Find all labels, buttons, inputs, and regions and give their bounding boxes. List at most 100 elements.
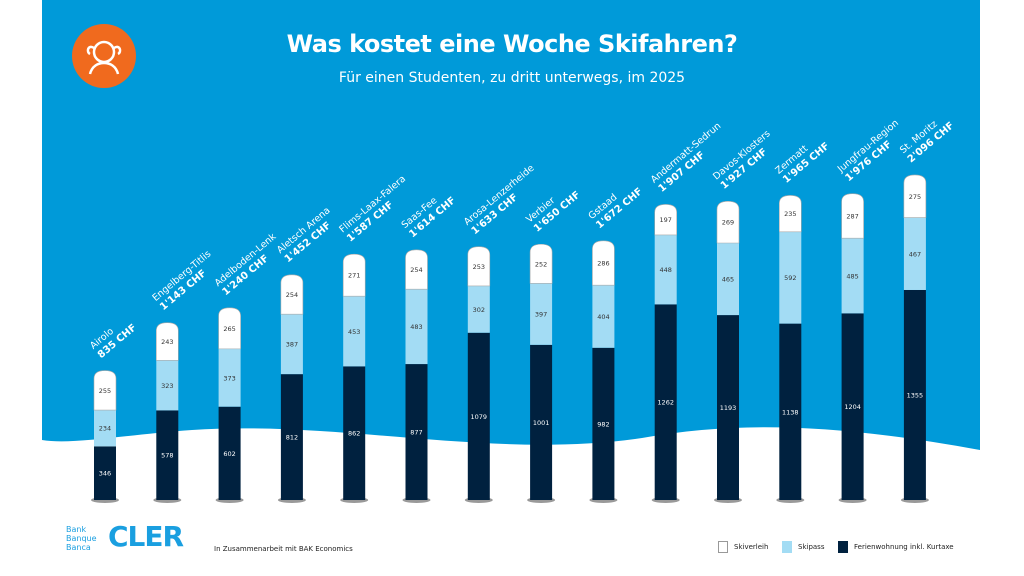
data-label: 235 bbox=[784, 210, 796, 218]
data-label: 982 bbox=[597, 420, 609, 428]
data-label: 448 bbox=[659, 266, 671, 274]
data-label: 252 bbox=[535, 260, 547, 268]
data-label: 323 bbox=[161, 382, 173, 390]
data-label: 287 bbox=[846, 212, 858, 220]
bar-segment-skiverleih bbox=[779, 195, 802, 233]
data-label: 862 bbox=[348, 430, 360, 438]
data-label: 275 bbox=[909, 193, 921, 201]
bar-segment-ferienwohnung bbox=[654, 304, 677, 500]
data-label: 253 bbox=[473, 263, 485, 271]
student-avatar-icon bbox=[72, 24, 136, 88]
data-label: 254 bbox=[410, 266, 422, 274]
data-label: 465 bbox=[722, 276, 734, 284]
data-label: 346 bbox=[99, 470, 111, 478]
bar-segment-ferienwohnung bbox=[592, 347, 615, 500]
data-label: 602 bbox=[223, 450, 235, 458]
brand-logo: CLER bbox=[108, 520, 184, 553]
data-label: 269 bbox=[722, 219, 734, 227]
bar-segment-skipass bbox=[530, 283, 553, 345]
data-label: 592 bbox=[784, 274, 796, 282]
data-label: 286 bbox=[597, 260, 609, 268]
bar-segment-ferienwohnung bbox=[280, 374, 303, 500]
background bbox=[42, 0, 980, 450]
bar-segment-skipass bbox=[280, 314, 303, 375]
bar-segment-skiverleih bbox=[841, 193, 864, 239]
bar-segment-skipass bbox=[343, 296, 366, 367]
bar-segment-skiverleih bbox=[405, 249, 428, 290]
data-label: 877 bbox=[410, 429, 422, 437]
legend-swatch bbox=[782, 541, 792, 553]
data-label: 373 bbox=[223, 374, 235, 382]
legend-swatch bbox=[838, 541, 848, 553]
bar-segment-ferienwohnung bbox=[343, 366, 366, 500]
bar-segment-skiverleih bbox=[592, 240, 615, 286]
data-label: 453 bbox=[348, 328, 360, 336]
bar-segment-skipass bbox=[592, 285, 615, 348]
bar-segment-ferienwohnung bbox=[903, 289, 926, 500]
collaboration-note: In Zusammenarbeit mit BAK Economics bbox=[214, 545, 353, 553]
data-label: 1001 bbox=[533, 419, 550, 427]
legend-ferienwohnung: Ferienwohnung inkl. Kurtaxe bbox=[838, 541, 954, 553]
bar-segment-ferienwohnung bbox=[405, 364, 428, 500]
data-label: 234 bbox=[99, 425, 111, 433]
bar-segment-skipass bbox=[156, 360, 179, 411]
bar-segment-ferienwohnung bbox=[779, 323, 802, 500]
bar-segment-skiverleih bbox=[654, 204, 677, 236]
bank-line: Banque bbox=[66, 534, 97, 543]
bar-segment-skiverleih bbox=[342, 253, 366, 297]
bar-segment-ferienwohnung bbox=[94, 446, 116, 500]
data-label: 1079 bbox=[471, 413, 488, 421]
legend-label: Skiverleih bbox=[734, 543, 769, 551]
data-label: 1193 bbox=[720, 404, 737, 412]
bar-segment-skipass bbox=[94, 410, 116, 447]
bar-segment-ferienwohnung bbox=[717, 315, 739, 500]
bar-segment-skipass bbox=[218, 348, 241, 407]
data-label: 404 bbox=[597, 313, 609, 321]
bank-line: Bank bbox=[66, 525, 87, 534]
bar-segment-skiverleih bbox=[93, 370, 117, 411]
bar-segment-ferienwohnung bbox=[530, 344, 553, 500]
bar-segment-skiverleih bbox=[280, 274, 304, 315]
bar-segment-skiverleih bbox=[156, 322, 179, 361]
legend-skipass: Skipass bbox=[782, 541, 824, 553]
data-label: 255 bbox=[99, 387, 111, 395]
data-label: 483 bbox=[410, 323, 422, 331]
bar-segment-skipass bbox=[654, 234, 677, 305]
bar-segment-skiverleih bbox=[529, 243, 553, 284]
bar-segment-skiverleih bbox=[716, 201, 740, 244]
data-label: 387 bbox=[286, 341, 298, 349]
bar-segment-skiverleih bbox=[218, 307, 241, 350]
chart-subtitle: Für einen Studenten, zu dritt unterwegs,… bbox=[338, 70, 686, 86]
bar-segment-skipass bbox=[717, 243, 739, 316]
bar-segment-ferienwohnung bbox=[156, 410, 179, 500]
data-label: 271 bbox=[348, 272, 360, 280]
data-label: 254 bbox=[286, 291, 298, 299]
data-label: 812 bbox=[286, 434, 298, 442]
bar-segment-skiverleih bbox=[903, 174, 927, 218]
data-label: 197 bbox=[659, 216, 671, 224]
bank-label: Bank Banque Banca bbox=[66, 525, 97, 552]
data-label: 1355 bbox=[907, 391, 924, 399]
bar-segment-skipass bbox=[779, 231, 802, 324]
legend-skiverleih: Skiverleih bbox=[718, 541, 768, 553]
data-label: 1204 bbox=[844, 403, 861, 411]
data-label: 485 bbox=[846, 272, 858, 280]
bar-segment-ferienwohnung bbox=[841, 313, 864, 500]
data-label: 302 bbox=[473, 306, 485, 314]
data-label: 1262 bbox=[657, 399, 674, 407]
data-label: 397 bbox=[535, 311, 547, 319]
data-label: 1138 bbox=[782, 408, 799, 416]
bar-segment-skipass bbox=[841, 238, 864, 314]
bar-segment-skipass bbox=[903, 217, 926, 290]
bar-segment-ferienwohnung bbox=[218, 406, 241, 500]
bar-segment-ferienwohnung bbox=[467, 332, 490, 500]
